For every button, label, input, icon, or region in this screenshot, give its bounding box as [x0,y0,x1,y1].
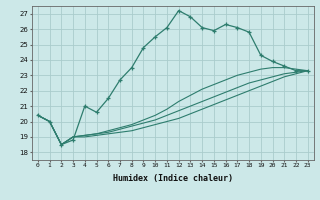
X-axis label: Humidex (Indice chaleur): Humidex (Indice chaleur) [113,174,233,183]
